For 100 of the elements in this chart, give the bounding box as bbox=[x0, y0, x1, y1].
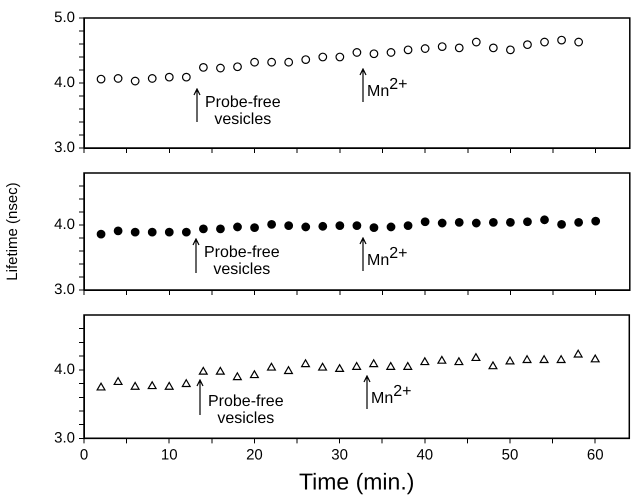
point bbox=[114, 377, 123, 386]
point bbox=[438, 218, 447, 228]
point bbox=[216, 64, 225, 72]
annotation: Probe-free vesicles bbox=[205, 94, 281, 128]
point bbox=[318, 222, 328, 231]
point bbox=[130, 228, 140, 237]
point bbox=[574, 218, 584, 227]
point bbox=[335, 364, 344, 372]
y-tick-label: 3.0 bbox=[54, 281, 75, 298]
point bbox=[471, 353, 480, 362]
y-tick-label: 3.0 bbox=[54, 430, 75, 447]
point bbox=[540, 38, 549, 46]
point bbox=[352, 362, 362, 370]
x-tick-label: 20 bbox=[246, 446, 263, 464]
point bbox=[216, 224, 225, 234]
point bbox=[369, 359, 378, 368]
point bbox=[301, 222, 310, 232]
y-tick-label: 5.0 bbox=[54, 9, 75, 26]
point bbox=[233, 222, 242, 232]
point bbox=[420, 44, 430, 53]
point bbox=[522, 355, 532, 364]
point bbox=[232, 372, 242, 380]
y-tick-label: 4.0 bbox=[54, 216, 75, 234]
point bbox=[488, 44, 498, 52]
point bbox=[386, 222, 396, 232]
point bbox=[250, 370, 259, 378]
point bbox=[506, 45, 515, 54]
point bbox=[96, 382, 106, 391]
x-tick-label: 10 bbox=[160, 446, 178, 464]
point bbox=[96, 230, 106, 238]
point bbox=[335, 52, 344, 62]
annotation: Probe-free vesicles bbox=[208, 393, 284, 427]
point bbox=[318, 52, 328, 62]
point bbox=[198, 224, 208, 234]
point bbox=[488, 218, 498, 227]
point bbox=[267, 58, 276, 67]
x-tick-label: 50 bbox=[502, 446, 518, 464]
point bbox=[574, 350, 583, 358]
x-tick-label: 30 bbox=[331, 446, 348, 464]
x-tick-label: 60 bbox=[586, 446, 604, 464]
point bbox=[404, 45, 412, 54]
point bbox=[438, 42, 447, 51]
point bbox=[370, 223, 378, 232]
point bbox=[506, 356, 515, 364]
point bbox=[301, 55, 310, 64]
point bbox=[148, 381, 157, 390]
point bbox=[590, 354, 600, 362]
y-tick-label: 3.0 bbox=[54, 139, 75, 156]
x-axis-title: Time (min.) bbox=[298, 468, 414, 495]
point bbox=[130, 382, 140, 390]
point bbox=[114, 226, 123, 236]
point bbox=[454, 44, 464, 52]
point bbox=[386, 48, 396, 57]
x-tick-label: 40 bbox=[416, 446, 434, 464]
point bbox=[472, 38, 481, 46]
point bbox=[250, 58, 259, 67]
point bbox=[574, 38, 584, 46]
point bbox=[386, 362, 396, 370]
point bbox=[420, 217, 430, 226]
point bbox=[284, 366, 293, 374]
point bbox=[335, 221, 344, 230]
point bbox=[148, 228, 157, 237]
point bbox=[130, 76, 140, 86]
x-tick-label: 0 bbox=[80, 446, 88, 464]
y-tick-label: 4.0 bbox=[54, 74, 75, 92]
point bbox=[266, 362, 276, 371]
point bbox=[557, 36, 566, 44]
point bbox=[591, 216, 600, 226]
point bbox=[352, 221, 362, 230]
y-axis-title: Lifetime (nsec) bbox=[4, 182, 22, 281]
point bbox=[164, 382, 174, 390]
point bbox=[148, 74, 157, 83]
point bbox=[540, 355, 549, 364]
point bbox=[216, 366, 225, 375]
point bbox=[267, 220, 276, 229]
point bbox=[284, 221, 294, 230]
point bbox=[404, 221, 412, 230]
point bbox=[250, 223, 259, 232]
point bbox=[182, 228, 191, 237]
point bbox=[472, 218, 481, 228]
point bbox=[506, 218, 515, 227]
point bbox=[198, 63, 208, 72]
point bbox=[96, 74, 106, 84]
point bbox=[318, 362, 328, 371]
point bbox=[370, 49, 378, 58]
point bbox=[198, 366, 208, 375]
point bbox=[523, 40, 532, 50]
point bbox=[233, 62, 242, 72]
point bbox=[557, 220, 566, 229]
annotation: Probe-free vesicles bbox=[204, 244, 280, 278]
point bbox=[437, 356, 446, 364]
point bbox=[523, 217, 532, 226]
point bbox=[403, 362, 412, 370]
point bbox=[540, 215, 549, 224]
point bbox=[301, 359, 310, 368]
point bbox=[454, 357, 464, 366]
point bbox=[488, 361, 498, 370]
point bbox=[182, 379, 191, 388]
point bbox=[114, 74, 123, 83]
point bbox=[182, 72, 191, 82]
